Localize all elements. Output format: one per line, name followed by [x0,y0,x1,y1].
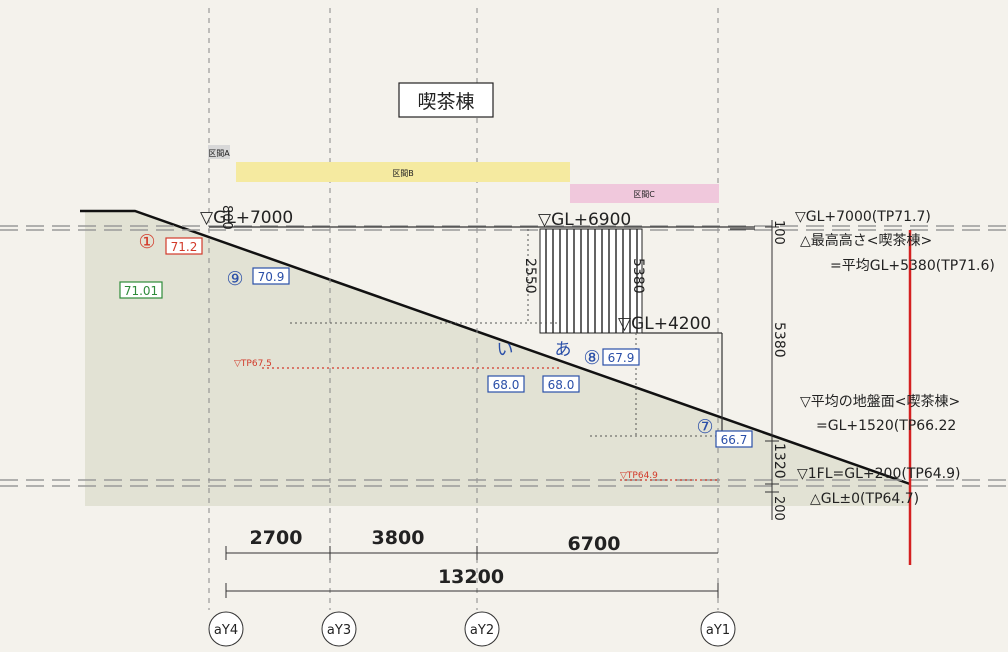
svg-text:67.9: 67.9 [608,351,635,365]
title-text: 喫茶棟 [417,91,474,113]
svg-text:71.2: 71.2 [171,240,198,254]
ground-line [80,209,911,486]
dim-13200: 13200 [438,566,504,588]
svg-text:66.7: 66.7 [721,433,748,447]
ground-area [85,211,910,506]
section-b-label: 区間B [392,169,414,178]
grid-axis-aY4: aY4 [208,611,244,647]
note-gl0: △GL±0(TP64.7) [810,491,919,507]
building-block [539,228,643,334]
dim-200: 200 [771,496,786,521]
level-gl4200: ▽GL+4200 [618,314,711,334]
section-b-band [236,162,570,182]
value-box-71-01: 71.01 [119,281,163,299]
svg-text:aY1: aY1 [706,623,730,638]
svg-text:aY4: aY4 [214,623,238,638]
value-box-70-9: 70.9 [252,267,290,285]
dim-6700: 6700 [568,533,621,555]
marker-i: い [497,340,514,360]
value-box-67-9: 67.9 [602,348,640,366]
value-box-68-0-a: 68.0 [487,375,525,393]
marker-1: ① [138,231,155,253]
grid-axis-aY2: aY2 [464,611,500,647]
svg-text:aY3: aY3 [327,623,351,638]
section-c-band [570,184,719,203]
section-a-band [208,145,230,159]
dim-2550: 2550 [522,258,538,294]
gl-dashed-lines [0,225,1008,487]
note-1fl: ▽1FL=GL+200(TP64.9) [797,466,960,482]
dim-3800: 3800 [372,527,425,549]
section-c-label: 区間C [633,190,655,199]
bottom-dims [225,546,719,598]
marker-a: あ [555,340,572,360]
right-dim-ticks [765,226,779,493]
marker-9: ⑨ [226,268,243,290]
note-gl7000-tp: ▽GL+7000(TP71.7) [795,209,931,225]
value-box-68-0-b: 68.0 [542,375,580,393]
dim-100: 100 [771,220,786,245]
dim-5380-inner: 5380 [630,258,646,294]
note-avg-gl-5380: =平均GL+5380(TP71.6) [830,258,995,274]
marker-7: ⑦ [696,416,713,438]
dim-1320: 1320 [771,443,787,479]
title-box [398,82,494,118]
value-box-66-7: 66.7 [715,430,753,448]
section-a-label: 区間A [208,149,230,158]
svg-text:68.0: 68.0 [548,378,575,392]
building-hatch [545,229,638,333]
svg-text:71.01: 71.01 [124,284,158,298]
dim-800: 800 [219,205,234,230]
note-avg-ground-value: =GL+1520(TP66.22 [816,418,956,434]
dim-2700: 2700 [250,527,303,549]
dim-5380-outer: 5380 [771,322,787,358]
level-gl7000: ▽GL+7000 [200,208,293,228]
dotted-guides [290,229,720,437]
svg-text:68.0: 68.0 [493,378,520,392]
value-box-71-2: 71.2 [165,237,203,255]
marker-8: ⑧ [583,347,600,369]
svg-text:70.9: 70.9 [258,270,285,284]
note-avg-ground-label: ▽平均の地盤面<喫茶棟> [800,394,960,410]
tp-red-dotted [262,367,720,481]
grid-axis-aY3: aY3 [321,611,357,647]
svg-text:aY2: aY2 [470,623,494,638]
grid-axis-aY1: aY1 [700,611,736,647]
note-max-height: △最高高さ<喫茶棟> [800,232,932,249]
level-gl6900: ▽GL+6900 [538,210,631,230]
level-tp649: ▽TP64.9 [620,471,658,481]
level-tp675: ▽TP67.5 [234,359,272,369]
